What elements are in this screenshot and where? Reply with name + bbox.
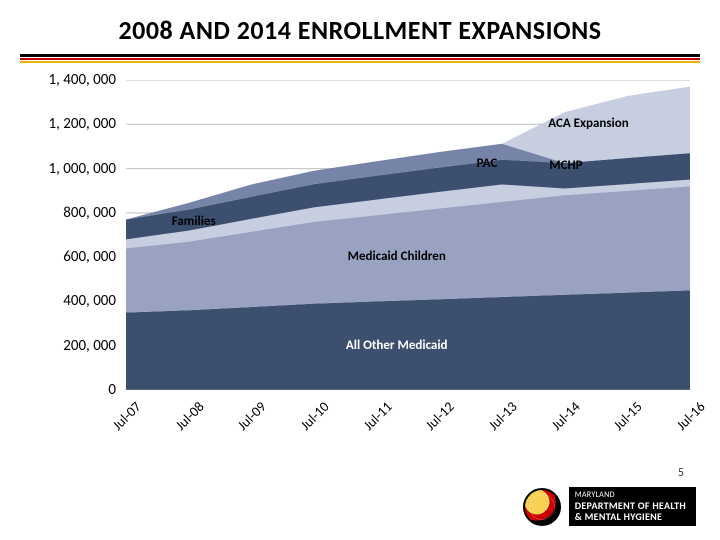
divider-black [20,54,700,57]
x-axis-labels: Jul-07Jul-08Jul-09Jul-10Jul-11Jul-12Jul-… [126,398,690,450]
y-tick-label: 1, 000, 000 [49,160,117,178]
y-tick-label: 0 [108,381,116,399]
y-tick-label: 200, 000 [63,337,116,355]
x-tick-label: Jul-14 [548,398,584,434]
x-tick-label: Jul-09 [234,398,270,434]
y-tick-label: 1, 400, 000 [49,71,117,89]
x-tick-label: Jul-16 [673,398,709,434]
chart-annotation: Medicaid Children [348,249,446,264]
chart-annotation: MCHP [549,158,582,173]
page-title: 2008 AND 2014 ENROLLMENT EXPANSIONS [0,14,720,46]
chart-plot-area: All Other Medicaid Medicaid Children Famil… [126,80,690,390]
chart-annotation: PAC [477,156,498,171]
y-tick-label: 1, 200, 000 [49,115,117,133]
x-tick-label: Jul-13 [485,398,521,434]
chart-annotation: Families [172,214,216,229]
y-tick-label: 400, 000 [63,292,116,310]
divider-red [20,58,700,60]
brand-dept2: & MENTAL HYGIENE [575,511,686,522]
chart-annotation: All Other Medicaid [346,338,448,353]
y-tick-label: 600, 000 [63,248,116,266]
enrollment-chart: 0 200, 000 400, 000 600, 000 800, 000 1, 000,… [30,80,690,450]
y-axis-labels: 0200, 000400, 000600, 000800, 0001, 000,… [30,80,120,390]
x-tick-label: Jul-07 [109,398,145,434]
x-tick-label: Jul-15 [610,398,646,434]
footer-branding: MARYLAND DEPARTMENT OF HEALTH & MENTAL H… [523,487,696,526]
x-tick-label: Jul-10 [297,398,333,434]
x-tick-label: Jul-11 [360,398,396,434]
maryland-seal-icon [523,488,561,526]
x-tick-label: Jul-12 [422,398,458,434]
page-number: 5 [678,466,684,480]
x-tick-label: Jul-08 [172,398,208,434]
chart-annotation: ACA Expansion [548,116,628,131]
divider-gold [20,61,700,63]
y-tick-label: 800, 000 [63,204,116,222]
department-wordmark: MARYLAND DEPARTMENT OF HEALTH & MENTAL H… [569,487,696,526]
slide: 2008 AND 2014 ENROLLMENT EXPANSIONS 0 200… [0,0,720,540]
